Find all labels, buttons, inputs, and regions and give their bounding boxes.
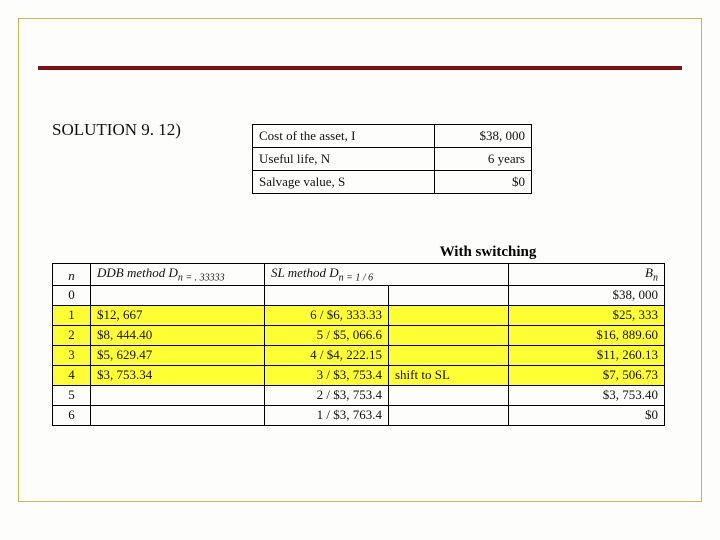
main-table: n DDB method Dn = . 33333 SL method Dn =… (52, 263, 665, 426)
table-row: 1$12, 6676 / $6, 333.33 $25, 333 (53, 305, 665, 325)
cell-n: 1 (53, 305, 91, 325)
asset-row: Salvage value, S$0 (253, 171, 532, 194)
table-row: 3$5, 629.474 / $4, 222.15 $11, 260.13 (53, 345, 665, 365)
hdr-ddb: DDB method Dn = . 33333 (91, 264, 265, 286)
cell-shift (389, 385, 509, 405)
with-switching-label: With switching (52, 244, 664, 261)
table-row: 5 2 / $3, 753.4 $3, 753.40 (53, 385, 665, 405)
asset-row: Useful life, N6 years (253, 148, 532, 171)
cell-shift (389, 345, 509, 365)
cell-bn: $38, 000 (509, 285, 665, 305)
asset-label: Salvage value, S (253, 171, 435, 194)
cell-ddb (91, 405, 265, 425)
table-row: 0 $38, 000 (53, 285, 665, 305)
asset-label: Useful life, N (253, 148, 435, 171)
cell-ddb (91, 285, 265, 305)
cell-bn: $3, 753.40 (509, 385, 665, 405)
cell-sl: 5 / $5, 066.6 (265, 325, 389, 345)
asset-table-wrap: Cost of the asset, I$38, 000Useful life,… (252, 124, 532, 194)
asset-label: Cost of the asset, I (253, 125, 435, 148)
cell-ddb (91, 385, 265, 405)
asset-value: $0 (434, 171, 531, 194)
cell-bn: $7, 506.73 (509, 365, 665, 385)
cell-n: 2 (53, 325, 91, 345)
table-row: 4$3, 753.343 / $3, 753.4shift to SL$7, 5… (53, 365, 665, 385)
cell-bn: $11, 260.13 (509, 345, 665, 365)
hdr-sl: SL method Dn = 1 / 6 (265, 264, 509, 286)
cell-sl (265, 285, 389, 305)
main-table-wrap: With switching n DDB method Dn = . 33333… (52, 244, 664, 426)
cell-n: 0 (53, 285, 91, 305)
asset-value: $38, 000 (434, 125, 531, 148)
cell-shift (389, 405, 509, 425)
cell-shift (389, 285, 509, 305)
cell-sl: 3 / $3, 753.4 (265, 365, 389, 385)
cell-ddb: $5, 629.47 (91, 345, 265, 365)
cell-n: 5 (53, 385, 91, 405)
cell-shift (389, 325, 509, 345)
cell-bn: $16, 889.60 (509, 325, 665, 345)
cell-n: 4 (53, 365, 91, 385)
hdr-bn: Bn (509, 264, 665, 286)
asset-row: Cost of the asset, I$38, 000 (253, 125, 532, 148)
cell-sl: 2 / $3, 753.4 (265, 385, 389, 405)
table-row: 2$8, 444.405 / $5, 066.6 $16, 889.60 (53, 325, 665, 345)
cell-sl: 4 / $4, 222.15 (265, 345, 389, 365)
cell-ddb: $8, 444.40 (91, 325, 265, 345)
hdr-n: n (53, 264, 91, 286)
content-area: SOLUTION 9. 12) Cost of the asset, I$38,… (52, 120, 668, 146)
main-header-row: n DDB method Dn = . 33333 SL method Dn =… (53, 264, 665, 286)
cell-bn: $25, 333 (509, 305, 665, 325)
cell-bn: $0 (509, 405, 665, 425)
table-row: 6 1 / $3, 763.4 $0 (53, 405, 665, 425)
cell-sl: 1 / $3, 763.4 (265, 405, 389, 425)
title-rule (38, 66, 682, 70)
cell-ddb: $3, 753.34 (91, 365, 265, 385)
asset-table: Cost of the asset, I$38, 000Useful life,… (252, 124, 532, 194)
cell-n: 3 (53, 345, 91, 365)
cell-n: 6 (53, 405, 91, 425)
cell-ddb: $12, 667 (91, 305, 265, 325)
cell-sl: 6 / $6, 333.33 (265, 305, 389, 325)
asset-value: 6 years (434, 148, 531, 171)
cell-shift: shift to SL (389, 365, 509, 385)
cell-shift (389, 305, 509, 325)
